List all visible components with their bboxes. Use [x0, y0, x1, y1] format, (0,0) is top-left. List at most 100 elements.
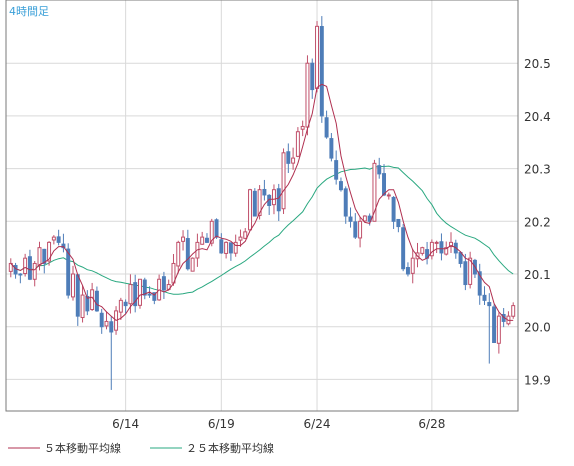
- candle-down: [185, 238, 190, 270]
- x-tick-label: 6/24: [304, 417, 331, 431]
- candle-up: [511, 305, 516, 317]
- candle-down: [334, 160, 339, 180]
- candle-down: [18, 273, 23, 276]
- candle-down: [66, 248, 71, 296]
- y-tick-label: 20.0: [524, 321, 551, 335]
- candle-down: [482, 294, 487, 301]
- candle-up: [300, 125, 305, 130]
- candle-layer: [8, 16, 516, 390]
- ma25-layer: [10, 165, 514, 295]
- candle-up: [372, 162, 377, 222]
- candle-down: [252, 190, 257, 217]
- candle-down: [310, 62, 315, 91]
- candle-down: [214, 219, 219, 238]
- candle-down: [147, 293, 152, 296]
- candle-down: [477, 271, 482, 296]
- candle-down: [286, 151, 291, 164]
- candle-down: [391, 196, 396, 222]
- candle-up: [468, 257, 473, 285]
- candle-up: [200, 236, 205, 245]
- candle-up: [434, 241, 439, 244]
- candle-down: [56, 236, 61, 243]
- candle-down: [228, 242, 233, 254]
- candle-down: [338, 181, 343, 191]
- candle-down: [27, 256, 32, 280]
- candle-up: [104, 320, 109, 327]
- y-tick-label: 20.3: [524, 163, 551, 177]
- candle-down: [377, 165, 382, 175]
- candle-up: [32, 262, 37, 280]
- candle-up: [420, 247, 425, 254]
- candle-down: [458, 252, 463, 264]
- candle-down: [204, 237, 209, 243]
- candle-down: [396, 218, 401, 228]
- y-tick-label: 20.2: [524, 215, 551, 229]
- candle-down: [382, 173, 387, 196]
- plot-frame: [5, 0, 519, 412]
- candle-up: [47, 241, 52, 262]
- candle-down: [109, 321, 114, 333]
- ma5-line: [10, 83, 514, 321]
- candle-down: [319, 26, 324, 117]
- candle-down: [492, 306, 497, 343]
- candle-down: [75, 274, 80, 317]
- chart-title: 4時間足: [9, 5, 49, 18]
- candle-down: [142, 279, 147, 296]
- candle-down: [99, 312, 104, 328]
- candle-up: [190, 257, 195, 272]
- candle-up: [386, 194, 391, 197]
- candle-down: [353, 221, 358, 238]
- candle-down: [262, 188, 267, 196]
- ma5-layer: [10, 83, 514, 321]
- candle-up: [281, 152, 286, 210]
- candle-up: [209, 220, 214, 244]
- candle-up: [233, 241, 238, 254]
- y-tick-label: 20.4: [524, 110, 551, 124]
- candle-up: [496, 315, 501, 344]
- candle-up: [137, 278, 142, 306]
- candle-down: [348, 216, 353, 222]
- candle-down: [42, 248, 47, 264]
- candle-down: [401, 227, 406, 270]
- grid-layer: [6, 0, 518, 411]
- candle-down: [133, 282, 138, 307]
- legend: ５本移動平均線 ２５本移動平均線: [8, 441, 274, 455]
- x-tick-label: 6/19: [208, 417, 235, 431]
- candle-up: [80, 294, 85, 319]
- candle-down: [276, 188, 281, 212]
- candle-up: [358, 220, 363, 239]
- y-tick-label: 20.1: [524, 268, 551, 282]
- candle-down: [161, 276, 166, 291]
- candle-up: [8, 262, 13, 272]
- candle-up: [71, 273, 75, 298]
- candle-up: [410, 257, 415, 274]
- candle-up: [224, 241, 229, 254]
- candle-up: [449, 241, 453, 248]
- candle-up: [362, 215, 367, 222]
- x-tick-label: 6/28: [418, 417, 445, 431]
- candle-down: [219, 239, 224, 254]
- candle-up: [243, 231, 248, 239]
- candle-up: [271, 189, 276, 206]
- candle-up: [429, 241, 434, 257]
- candle-up: [295, 131, 300, 157]
- candle-down: [61, 243, 66, 249]
- candle-down: [13, 264, 18, 275]
- legend-ma5-label: ５本移動平均線: [44, 441, 121, 455]
- y-tick-labels: 19.9 20.0 20.1 20.2 20.3 20.4 20.5: [524, 57, 551, 387]
- candle-down: [463, 261, 468, 286]
- candle-down: [343, 188, 348, 217]
- legend-ma25-label: ２５本移動平均線: [186, 441, 274, 455]
- candle-up: [118, 299, 123, 313]
- candle-down: [152, 292, 157, 301]
- candle-up: [128, 284, 133, 305]
- candle-up: [248, 189, 253, 231]
- x-tick-labels: 6/14 6/19 6/24 6/28: [112, 417, 445, 431]
- candle-up: [291, 157, 296, 164]
- candle-up: [51, 236, 56, 241]
- candle-down: [123, 301, 128, 307]
- candle-up: [181, 236, 186, 242]
- candle-down: [94, 290, 99, 312]
